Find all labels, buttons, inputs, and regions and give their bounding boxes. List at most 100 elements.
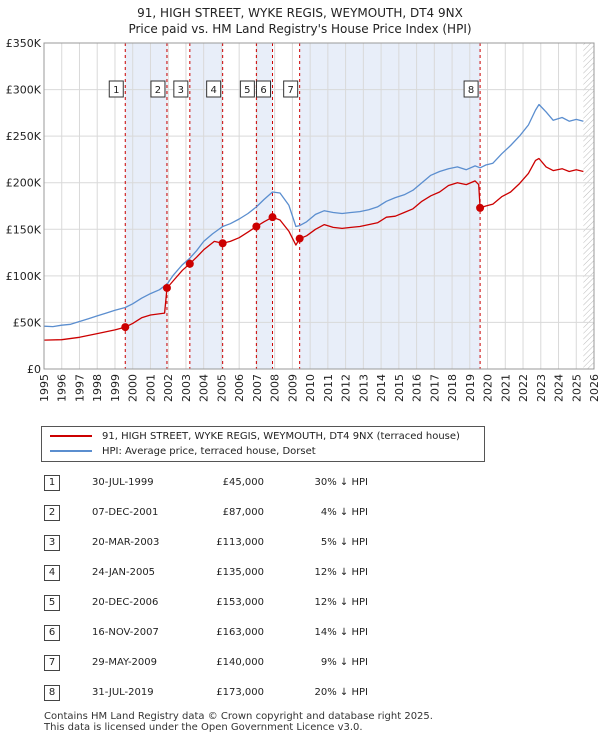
legend-label-hpi: HPI: Average price, terraced house, Dors…: [102, 446, 316, 457]
shaded-span: [299, 43, 481, 369]
property-price-line: [43, 157, 584, 341]
x-tick-label: 2014: [375, 374, 388, 402]
sale-number-badge: 4: [44, 565, 60, 581]
sale-hpi-diff: 30% ↓ HPI: [314, 477, 368, 488]
x-tick-label: 2003: [180, 374, 193, 402]
sale-point: [162, 283, 171, 292]
x-tick-label: 2009: [286, 374, 299, 402]
x-tick-label: 2015: [393, 374, 406, 402]
sale-hpi-diff: 14% ↓ HPI: [314, 627, 368, 638]
sale-price: £163,000: [216, 627, 264, 638]
sale-marker-box: [239, 80, 255, 98]
legend-swatch-red: [50, 435, 92, 437]
footer-licence: This data is licensed under the Open Gov…: [44, 722, 363, 733]
sale-date: 07-DEC-2001: [92, 507, 159, 518]
sale-price: £135,000: [216, 567, 264, 578]
sale-point: [252, 222, 261, 231]
table-row: 3 20-MAR-2003 £113,000 5% ↓ HPI: [44, 535, 404, 553]
y-tick-label: £50K: [13, 316, 42, 329]
sale-marker-label: 5: [244, 85, 250, 96]
legend-swatch-blue: [50, 450, 92, 452]
sale-marker-box: [173, 80, 189, 98]
sale-date: 24-JAN-2005: [92, 567, 156, 578]
x-tick-label: 2013: [357, 374, 370, 402]
sale-hpi-diff: 20% ↓ HPI: [314, 687, 368, 698]
chart-subtitle: Price paid vs. HM Land Registry's House …: [128, 22, 472, 36]
x-tick-label: 2008: [269, 374, 282, 402]
x-tick-label: 2012: [340, 374, 353, 402]
table-row: 6 16-NOV-2007 £163,000 14% ↓ HPI: [44, 625, 404, 643]
sale-marker-label: 4: [210, 85, 216, 96]
legend-label-property: 91, HIGH STREET, WYKE REGIS, WEYMOUTH, D…: [102, 431, 460, 442]
sale-point: [295, 234, 304, 243]
y-tick-label: £300K: [6, 84, 42, 97]
x-tick-label: 2017: [428, 374, 441, 402]
sale-date: 29-MAY-2009: [92, 657, 158, 668]
x-tick-label: 2019: [464, 374, 477, 402]
x-tick-label: 2016: [411, 374, 424, 402]
x-tick-label: 1999: [109, 374, 122, 402]
sale-number-badge: 2: [44, 505, 60, 521]
legend: 91, HIGH STREET, WYKE REGIS, WEYMOUTH, D…: [41, 426, 485, 462]
x-tick-label: 1995: [38, 374, 51, 402]
footer-copyright: Contains HM Land Registry data © Crown c…: [44, 711, 433, 722]
sale-point: [268, 213, 277, 222]
y-tick-label: £0: [27, 363, 41, 376]
table-row: 1 30-JUL-1999 £45,000 30% ↓ HPI: [44, 475, 404, 493]
legend-item-hpi: HPI: Average price, terraced house, Dors…: [50, 445, 316, 459]
x-tick-label: 1998: [91, 374, 104, 402]
footer: Contains HM Land Registry data © Crown c…: [44, 711, 433, 733]
sale-number-badge: 5: [44, 595, 60, 611]
x-tick-label: 2022: [517, 374, 530, 402]
sale-marker-box: [283, 80, 299, 98]
x-tick-label: 2002: [162, 374, 175, 402]
x-tick-label: 2006: [233, 374, 246, 402]
sale-hpi-diff: 12% ↓ HPI: [314, 567, 368, 578]
sale-date: 20-DEC-2006: [92, 597, 159, 608]
x-tick-label: 2018: [446, 374, 459, 402]
x-tick-label: 2010: [304, 374, 317, 402]
sale-hpi-diff: 12% ↓ HPI: [314, 597, 368, 608]
y-tick-label: £150K: [6, 223, 42, 236]
sale-price: £87,000: [222, 507, 264, 518]
sale-marker-label: 3: [178, 85, 184, 96]
table-row: 2 07-DEC-2001 £87,000 4% ↓ HPI: [44, 505, 404, 523]
y-tick-label: £100K: [6, 270, 42, 283]
x-tick-label: 2007: [251, 374, 264, 402]
chart-title: 91, HIGH STREET, WYKE REGIS, WEYMOUTH, D…: [137, 6, 463, 20]
x-tick-label: 2011: [322, 374, 335, 402]
sale-hpi-diff: 4% ↓ HPI: [320, 507, 368, 518]
x-tick-label: 2000: [127, 374, 140, 402]
sale-number-badge: 1: [44, 475, 60, 491]
x-tick-label: 1996: [56, 374, 69, 402]
sale-price: £140,000: [216, 657, 264, 668]
x-tick-label: 2023: [535, 374, 548, 402]
table-row: 5 20-DEC-2006 £153,000 12% ↓ HPI: [44, 595, 404, 613]
sale-date: 31-JUL-2019: [92, 687, 154, 698]
x-tick-label: 2025: [570, 374, 583, 402]
x-tick-label: 2005: [215, 374, 228, 402]
sale-hpi-diff: 5% ↓ HPI: [320, 537, 368, 548]
x-tick-label: 2004: [198, 374, 211, 402]
sale-number-badge: 8: [44, 685, 60, 701]
sale-date: 16-NOV-2007: [92, 627, 159, 638]
sale-hpi-diff: 9% ↓ HPI: [320, 657, 368, 668]
sale-marker-box: [256, 80, 272, 98]
sale-marker-box: [150, 80, 166, 98]
sale-point: [121, 323, 130, 332]
table-row: 7 29-MAY-2009 £140,000 9% ↓ HPI: [44, 655, 404, 673]
x-tick-label: 1997: [73, 374, 86, 402]
sale-number-badge: 3: [44, 535, 60, 551]
x-tick-label: 2026: [588, 374, 600, 402]
x-tick-label: 2020: [482, 374, 495, 402]
sale-date: 30-JUL-1999: [92, 477, 154, 488]
sale-marker-label: 1: [113, 85, 119, 96]
sale-marker-box: [108, 80, 124, 98]
sale-number-badge: 6: [44, 625, 60, 641]
sale-marker-label: 2: [155, 85, 161, 96]
sale-price: £45,000: [222, 477, 264, 488]
sale-number-badge: 7: [44, 655, 60, 671]
forecast-hatch: [583, 43, 594, 369]
sale-marker-label: 7: [287, 85, 293, 96]
